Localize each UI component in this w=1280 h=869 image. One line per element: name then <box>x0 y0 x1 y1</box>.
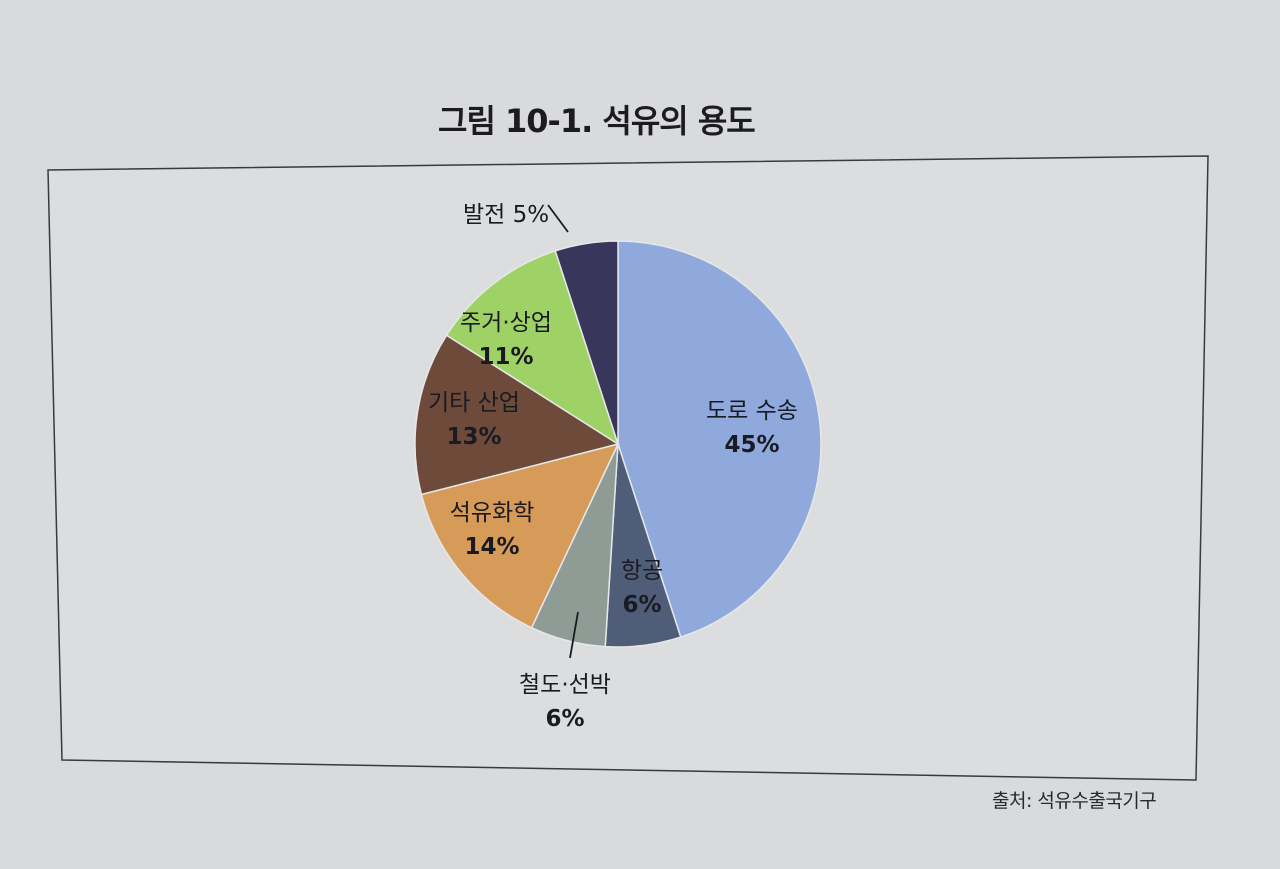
slice-label: 주거·상업 <box>460 310 552 336</box>
pie-slice <box>445 249 620 446</box>
pie-chart <box>414 240 822 648</box>
leader-line <box>569 611 579 659</box>
leader-line <box>547 204 569 233</box>
pie-slice <box>414 334 620 496</box>
leader-lines <box>547 204 579 659</box>
pie-slice <box>617 240 822 639</box>
slice-value-label: 13% <box>446 424 501 450</box>
slice-value-label: 45% <box>724 432 779 458</box>
slice-label: 석유화학 <box>450 500 535 526</box>
pie-slice <box>420 442 620 629</box>
slice-label: 도로 수송 <box>706 398 798 424</box>
slice-value-label: 6% <box>545 706 584 732</box>
slice-label: 발전 5% <box>463 202 549 228</box>
slice-value-label: 6% <box>622 592 661 618</box>
figure-title: 그림 10-1. 석유의 용도 <box>438 102 756 140</box>
slice-label: 철도·선박 <box>519 672 611 698</box>
slice-label: 기타 산업 <box>428 390 520 416</box>
slice-labels: 도로 수송 45% 항공 6% 철도·선박 6% 석유화학 14% 기타 산업 13% 주거·상업 1… <box>428 202 798 732</box>
slice-label: 항공 <box>621 558 663 584</box>
slice-value-label: 14% <box>464 534 519 560</box>
pie-slice <box>554 240 619 445</box>
source-note: 출처: 석유수출국기구 <box>992 790 1157 812</box>
slice-value-label: 11% <box>478 344 533 370</box>
